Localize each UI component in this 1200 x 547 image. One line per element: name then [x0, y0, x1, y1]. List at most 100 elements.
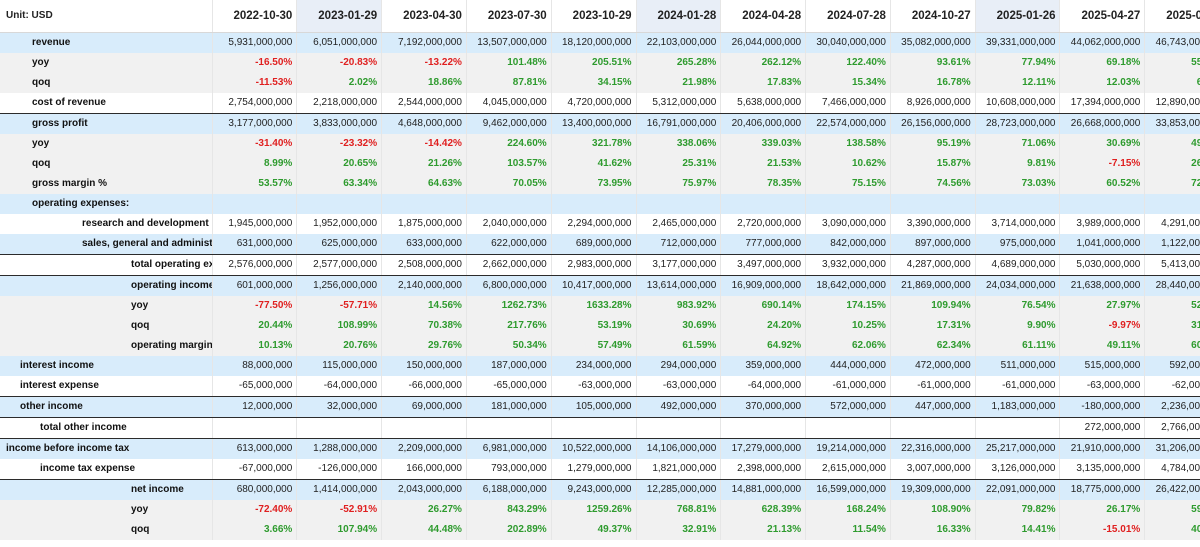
- value-cell: 444,000,000: [805, 355, 891, 376]
- value-cell: 88,000,000: [212, 355, 298, 376]
- value-cell: 4,648,000,000: [381, 113, 467, 134]
- value-cell: 234,000,000: [551, 355, 637, 376]
- value-cell: 72.42%: [1144, 173, 1200, 194]
- value-cell: 2,398,000,000: [720, 458, 807, 480]
- period-header[interactable]: 2025-01-26: [975, 0, 1061, 33]
- value-cell: 10,522,000,000: [551, 438, 637, 459]
- value-cell: 4,287,000,000: [890, 254, 976, 276]
- value-cell: 2,544,000,000: [381, 92, 467, 114]
- unit-label: Unit: USD: [0, 0, 213, 33]
- period-header[interactable]: 2024-10-27: [890, 0, 976, 33]
- table-row: yoy -77.50% -57.71% 14.56% 1262.73% 1633.28% 9…: [0, 295, 1200, 316]
- row-label: operating margin: [0, 335, 213, 356]
- table-row: yoy -72.40% -52.91% 26.27% 843.29% 1259.26% 76…: [0, 499, 1200, 520]
- value-cell: [805, 417, 891, 439]
- row-label: qoq: [0, 72, 213, 93]
- table-row: interest income 88,000,000 115,000,000 150,…: [0, 355, 1200, 376]
- value-cell: 217.76%: [466, 315, 552, 336]
- header-row: Unit: USD 2022-10-30 2023-01-29 2023-04-30…: [0, 0, 1200, 33]
- value-cell: 26,668,000,000: [1059, 113, 1146, 134]
- value-cell: 21,869,000,000: [890, 275, 976, 296]
- value-cell: [890, 417, 976, 439]
- value-cell: 339.03%: [720, 133, 807, 154]
- value-cell: 57.49%: [551, 335, 637, 356]
- value-cell: 52.56%: [1144, 295, 1200, 316]
- value-cell: 10,417,000,000: [551, 275, 637, 296]
- value-cell: 2,754,000,000: [212, 92, 298, 114]
- value-cell: 11.54%: [805, 519, 891, 540]
- period-header[interactable]: 2023-07-30: [466, 0, 552, 33]
- table-row: operating expenses:: [0, 193, 1200, 214]
- value-cell: 601,000,000: [212, 275, 298, 296]
- period-header[interactable]: 2024-01-28: [636, 0, 722, 33]
- value-cell: 472,000,000: [890, 355, 976, 376]
- value-cell: 3,714,000,000: [975, 213, 1061, 234]
- value-cell: 53.19%: [551, 315, 637, 336]
- value-cell: 24,034,000,000: [975, 275, 1061, 296]
- value-cell: 16,599,000,000: [805, 479, 891, 500]
- value-cell: 61.59%: [636, 335, 722, 356]
- period-header[interactable]: 2023-01-29: [296, 0, 383, 33]
- value-cell: 26,156,000,000: [890, 113, 976, 134]
- value-cell: 19,309,000,000: [890, 479, 976, 500]
- value-cell: -180,000,000: [1059, 396, 1146, 418]
- value-cell: 3,833,000,000: [296, 113, 383, 134]
- value-cell: 24.20%: [720, 315, 807, 336]
- value-cell: 10.62%: [805, 153, 891, 174]
- value-cell: 95.19%: [890, 133, 976, 154]
- period-header[interactable]: 2023-10-29: [551, 0, 637, 33]
- value-cell: 16.33%: [890, 519, 976, 540]
- value-cell: 6,051,000,000: [296, 32, 383, 53]
- table-row: qoq 20.44% 108.99% 70.38% 217.76% 53.19% 30.69…: [0, 315, 1200, 336]
- value-cell: 3,932,000,000: [805, 254, 891, 276]
- value-cell: 18,775,000,000: [1059, 479, 1146, 500]
- value-cell: 105,000,000: [551, 396, 637, 418]
- table-row: operating margin 10.13% 20.76% 29.76% 50.34%…: [0, 335, 1200, 356]
- value-cell: 2,615,000,000: [805, 458, 891, 480]
- table-row: sales, general and administrative631,000…: [0, 233, 1200, 255]
- value-cell: 75.15%: [805, 173, 891, 194]
- value-cell: 17,279,000,000: [720, 438, 807, 459]
- value-cell: 4,689,000,000: [975, 254, 1061, 276]
- value-cell: 8,926,000,000: [890, 92, 976, 114]
- value-cell: [551, 417, 637, 439]
- value-cell: 13,614,000,000: [636, 275, 722, 296]
- value-cell: 49.11%: [1059, 335, 1146, 356]
- value-cell: [975, 193, 1061, 214]
- period-header[interactable]: 2022-10-30: [212, 0, 298, 33]
- period-header[interactable]: 2023-04-30: [381, 0, 467, 33]
- value-cell: 2,043,000,000: [381, 479, 467, 500]
- value-cell: 16,791,000,000: [636, 113, 722, 134]
- value-cell: 628.39%: [720, 499, 807, 520]
- table-body: revenue 5,931,000,000 6,051,000,000 7,192,0…: [0, 32, 1200, 540]
- value-cell: 21.26%: [381, 153, 467, 174]
- row-label: yoy: [0, 499, 213, 520]
- value-cell: 515,000,000: [1059, 355, 1146, 376]
- value-cell: 205.51%: [551, 52, 637, 73]
- value-cell: -57.71%: [296, 295, 383, 316]
- value-cell: 107.94%: [296, 519, 383, 540]
- period-header[interactable]: 2025-04-27: [1059, 0, 1146, 33]
- row-label: yoy: [0, 52, 213, 73]
- value-cell: 6,188,000,000: [466, 479, 552, 500]
- row-label: interest expense: [0, 375, 213, 397]
- value-cell: 1,122,000,000: [1144, 233, 1200, 255]
- value-cell: 2,465,000,000: [636, 213, 722, 234]
- value-cell: [720, 193, 807, 214]
- period-header[interactable]: 2024-07-28: [805, 0, 891, 33]
- value-cell: 12.11%: [975, 72, 1061, 93]
- value-cell: 40.73%: [1144, 519, 1200, 540]
- value-cell: 12,285,000,000: [636, 479, 722, 500]
- row-label: research and development: [0, 213, 213, 234]
- value-cell: 108.99%: [296, 315, 383, 336]
- value-cell: 1,183,000,000: [975, 396, 1061, 418]
- period-header[interactable]: 2024-04-28: [720, 0, 807, 33]
- value-cell: 625,000,000: [296, 233, 383, 255]
- value-cell: 5,931,000,000: [212, 32, 298, 53]
- value-cell: -15.01%: [1059, 519, 1146, 540]
- table-row: revenue 5,931,000,000 6,051,000,000 7,192,0…: [0, 32, 1200, 53]
- value-cell: 7,192,000,000: [381, 32, 467, 53]
- period-header[interactable]: 2025-07-27: [1144, 0, 1200, 33]
